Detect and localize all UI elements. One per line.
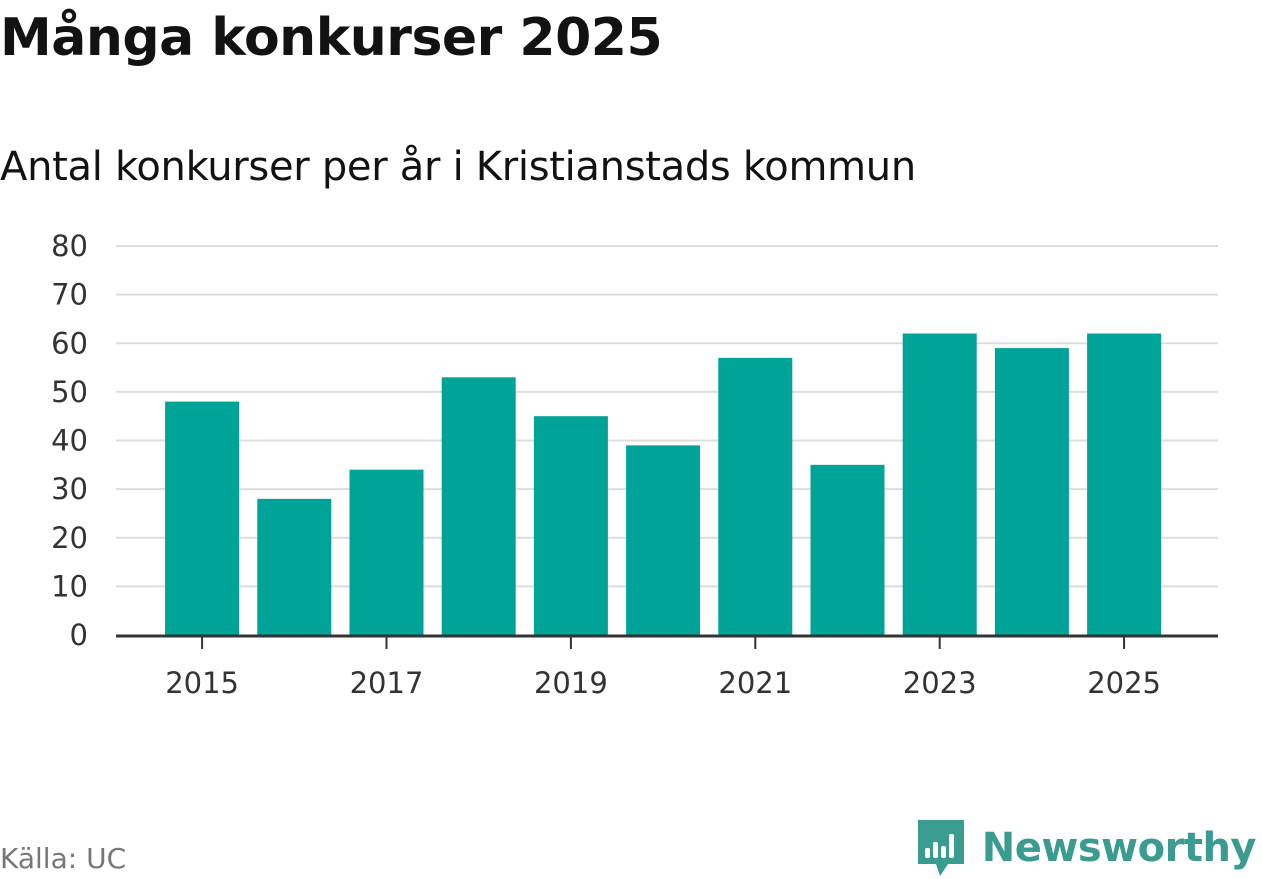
- y-tick-label-20: 20: [51, 521, 88, 555]
- bars: [165, 333, 1162, 635]
- bar-2019: [533, 416, 608, 635]
- bar-2023: [902, 333, 977, 635]
- chart-subtitle: Antal konkurser per år i Kristianstads k…: [0, 144, 916, 190]
- x-tick-label-2019: 2019: [534, 666, 608, 700]
- bar-2015: [165, 401, 240, 635]
- y-tick-label-40: 40: [51, 424, 88, 458]
- y-tick-label-10: 10: [51, 569, 88, 603]
- axes: [116, 634, 1218, 649]
- bar-2016: [257, 498, 332, 635]
- y-tick-label-50: 50: [51, 375, 88, 409]
- bar-2022: [810, 464, 885, 635]
- y-tick-label-70: 70: [51, 278, 88, 312]
- y-tick-label-60: 60: [51, 326, 88, 360]
- bar-2024: [994, 348, 1069, 635]
- chart-title: Många konkurser 2025: [0, 8, 663, 68]
- tick-labels: 0 10 20 30 40 50 60 70 80 2015 2017 2019 2021 2023 202…: [51, 229, 1161, 700]
- x-tick-label-2021: 2021: [718, 666, 792, 700]
- source-note: Källa: UC: [0, 842, 127, 875]
- brand-logo[interactable]: Newsworthy: [916, 818, 1257, 878]
- x-tick-label-2017: 2017: [350, 666, 424, 700]
- bar-2018: [441, 377, 516, 635]
- brand-name: Newsworthy: [981, 825, 1257, 871]
- bar-2017: [349, 469, 424, 635]
- x-tick-label-2023: 2023: [903, 666, 977, 700]
- bar-2025: [1087, 333, 1162, 635]
- y-tick-label-30: 30: [51, 472, 88, 506]
- newsworthy-logo-icon: [917, 820, 964, 876]
- y-tick-label-80: 80: [51, 229, 88, 263]
- x-tick-label-2025: 2025: [1087, 666, 1161, 700]
- y-tick-label-0: 0: [70, 618, 88, 652]
- bar-chart: 0 10 20 30 40 50 60 70 80 2015 2017 2019 2021 2023 202…: [51, 229, 1218, 700]
- bar-2020: [626, 445, 701, 635]
- x-tick-label-2015: 2015: [165, 666, 239, 700]
- bar-2021: [718, 357, 793, 635]
